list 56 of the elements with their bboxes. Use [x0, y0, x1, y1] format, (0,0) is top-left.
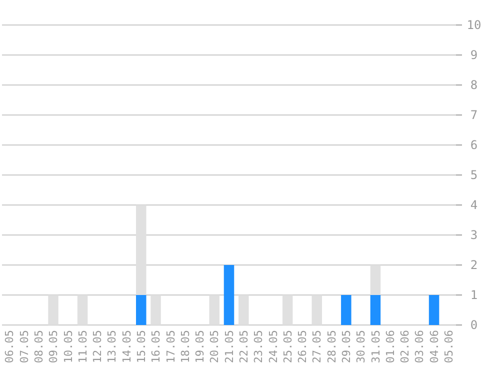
x-tick-label: 12.05	[91, 330, 104, 364]
bar	[48, 295, 58, 325]
bar	[341, 295, 352, 325]
x-tick-label: 19.05	[194, 330, 207, 364]
x-tick-label: 24.05	[266, 330, 280, 364]
x-tick-label: 16.05	[150, 330, 163, 364]
x-tick-label: 03.06	[413, 330, 426, 364]
x-tick-label: 27.05	[310, 330, 324, 364]
bar	[370, 265, 381, 295]
bar	[224, 265, 234, 325]
x-tick-label: 06.05	[3, 330, 16, 364]
bar	[136, 205, 146, 295]
bar	[282, 295, 293, 325]
x-tick-label: 22.05	[237, 330, 250, 364]
x-tick-label: 26.05	[296, 330, 310, 364]
bar	[312, 295, 322, 325]
x-tick-label: 01.06	[384, 330, 397, 364]
x-tick-label: 08.05	[32, 330, 46, 364]
bar	[136, 295, 146, 325]
y-tick-label: 3	[470, 228, 478, 242]
y-tick-label: 0	[470, 318, 478, 332]
y-tick-label: 4	[470, 198, 478, 212]
x-tick-label: 17.05	[164, 330, 178, 364]
x-tick-label: 20.05	[208, 330, 222, 364]
x-tick-label: 10.05	[62, 330, 75, 364]
x-tick-label: 28.05	[325, 330, 338, 364]
x-tick-label: 30.05	[354, 330, 368, 364]
x-tick-label: 18.05	[178, 330, 192, 364]
y-tick-label: 7	[470, 108, 478, 122]
bar	[150, 295, 161, 325]
bar	[77, 295, 88, 325]
y-tick-label: 5	[470, 168, 478, 182]
y-tick-label: 6	[470, 138, 478, 152]
y-tick-label: 8	[470, 78, 478, 92]
x-tick-label: 29.05	[340, 330, 354, 364]
x-tick-label: 14.05	[120, 330, 134, 364]
bar	[209, 295, 220, 325]
bar	[238, 295, 249, 325]
y-tick-label: 1	[470, 288, 478, 302]
x-tick-label: 25.05	[281, 330, 294, 364]
x-tick-label: 15.05	[134, 330, 148, 364]
y-tick-label: 10	[466, 18, 482, 32]
bar	[428, 295, 440, 325]
x-tick-label: 13.05	[106, 330, 119, 364]
x-tick-label: 09.05	[47, 330, 60, 364]
x-tick-label: 05.06	[442, 330, 456, 364]
x-tick-label: 11.05	[76, 330, 90, 364]
x-tick-label: 21.05	[222, 330, 236, 364]
y-tick-label: 9	[470, 48, 478, 62]
bar	[370, 295, 381, 325]
x-tick-label: 31.05	[369, 330, 382, 364]
y-tick-label: 2	[470, 258, 478, 272]
x-tick-label: 23.05	[252, 330, 266, 364]
x-tick-label: 07.05	[18, 330, 31, 364]
x-tick-label: 04.06	[428, 330, 441, 364]
x-tick-label: 02.06	[398, 330, 412, 364]
